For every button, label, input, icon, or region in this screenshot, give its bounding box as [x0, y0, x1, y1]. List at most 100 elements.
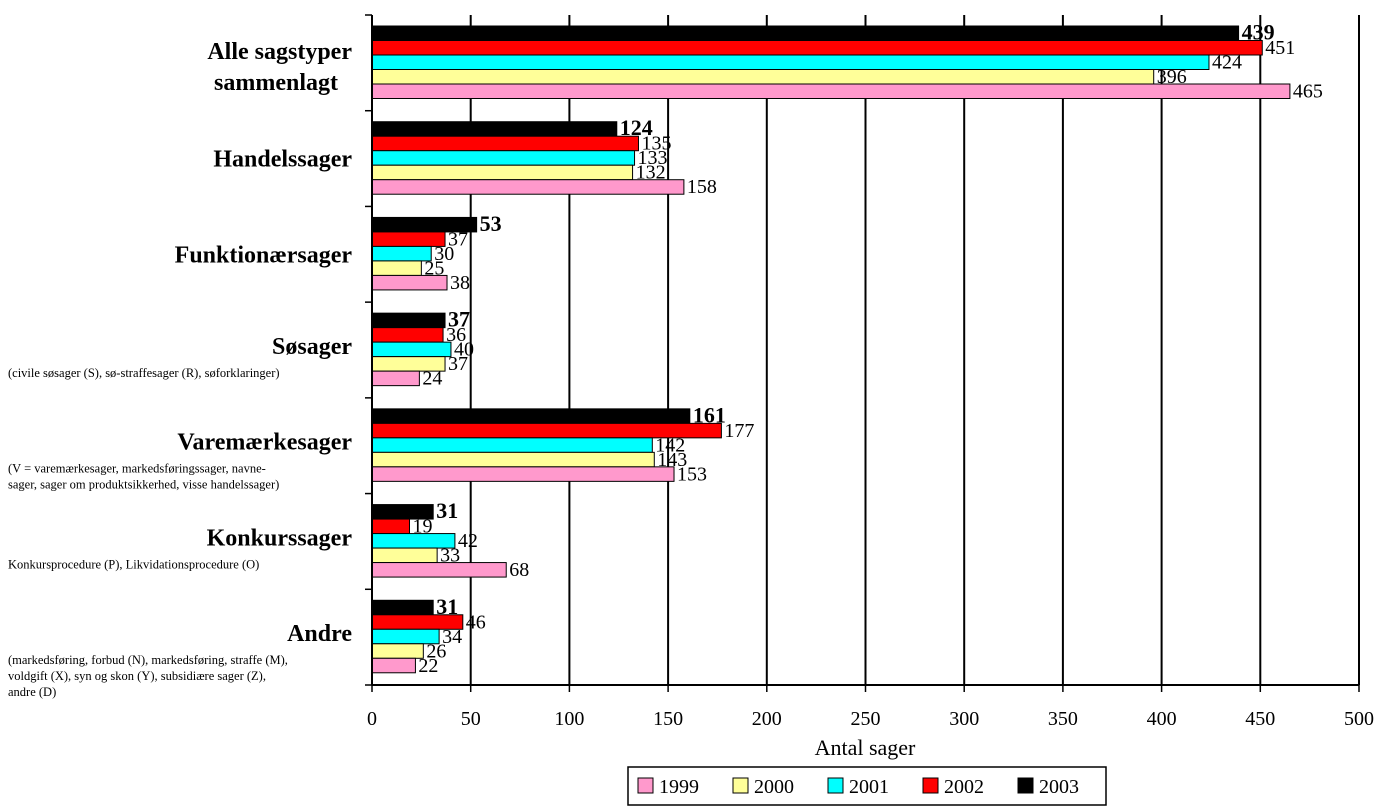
data-label-2001: 34 [442, 626, 462, 648]
legend-swatch-2000 [732, 777, 749, 794]
data-label-1999: 38 [450, 272, 470, 294]
x-tick-label: 0 [367, 708, 377, 730]
category-label: Varemærkesager [177, 430, 352, 456]
data-label-1999: 153 [677, 463, 707, 485]
category-labels: Alle sagstyper sammenlagt Handelssager Funk… [8, 39, 352, 699]
bar-2000-1 [371, 164, 634, 181]
bar-1999-0 [371, 83, 1291, 99]
bar-2001-1 [371, 150, 636, 166]
category-label: sammenlagt [214, 70, 338, 96]
x-tick-label: 50 [461, 708, 481, 730]
x-tick-label: 150 [653, 708, 683, 730]
category-label: Funktionærsager [175, 242, 353, 268]
bar-2000-6 [371, 643, 424, 659]
data-label-2003: 124 [620, 115, 653, 140]
x-tick-label: 350 [1048, 708, 1078, 730]
data-labels: 4394514243964651241351331321585337302538… [413, 20, 1323, 677]
data-label-2003: 161 [693, 402, 726, 427]
data-label-2000: 396 [1157, 66, 1187, 88]
legend: 1999 2000 2001 2002 2003 [627, 766, 1107, 806]
bars [371, 25, 1291, 674]
bar-2000-5 [371, 547, 438, 564]
data-label-1999: 465 [1293, 81, 1323, 103]
category-label: Søsager [272, 334, 352, 360]
legend-label-2002: 2002 [944, 776, 984, 798]
data-label-2002: 135 [641, 133, 671, 155]
category-label: Alle sagstyper [207, 39, 352, 65]
category-sublabel: andre (D) [8, 685, 56, 699]
bar-2001-3 [371, 341, 452, 358]
legend-swatch-2003 [1017, 777, 1034, 794]
category-label: Handelssager [213, 147, 352, 173]
bar-2001-4 [371, 437, 653, 453]
data-label-2001: 40 [454, 339, 474, 361]
data-label-2001: 424 [1212, 52, 1242, 74]
bar-2002-5 [371, 518, 411, 535]
category-sublabel: sager, sager om produktsikkerhed, visse … [8, 478, 279, 492]
bar-2003-6 [371, 599, 434, 616]
data-label-2000: 25 [424, 257, 444, 279]
x-tick-label: 400 [1147, 708, 1177, 730]
bar-2003-1 [371, 121, 618, 137]
legend-label-1999: 1999 [659, 776, 699, 798]
legend-label-2003: 2003 [1039, 776, 1079, 798]
category-sublabel: (civile søsager (S), sø-straffesager (R)… [8, 366, 280, 380]
x-tick-label: 500 [1344, 708, 1374, 730]
data-label-2001: 42 [458, 530, 478, 552]
data-label-2000: 33 [440, 545, 460, 567]
bar-2002-0 [371, 40, 1263, 56]
data-label-2000: 26 [426, 640, 446, 662]
data-label-2003: 53 [480, 211, 502, 236]
data-label-2003: 439 [1242, 20, 1275, 45]
bar-1999-6 [371, 657, 416, 674]
x-tick-label: 100 [554, 708, 584, 730]
x-tick-label: 450 [1245, 708, 1275, 730]
data-label-2000: 143 [657, 449, 687, 471]
bar-2000-4 [371, 451, 655, 468]
bar-2001-0 [371, 54, 1210, 70]
x-axis-title: Antal sager [815, 735, 916, 760]
legend-swatch-2002 [922, 777, 939, 794]
axes: 0 50 100 150 200 250 300 350 400 450 500 [365, 14, 1374, 730]
data-label-1999: 24 [422, 368, 442, 390]
data-label-2003: 37 [448, 307, 470, 332]
category-sublabel: (markedsføring, forbud (N), markedsførin… [8, 653, 288, 667]
data-label-2002: 19 [413, 516, 433, 538]
bar-2003-3 [371, 312, 446, 329]
data-label-2001: 142 [655, 434, 685, 456]
gridlines [371, 15, 1360, 685]
bar-2003-4 [371, 408, 691, 424]
legend-swatch-2001 [827, 777, 844, 794]
bar-2000-2 [371, 260, 422, 276]
x-tick-label: 250 [851, 708, 881, 730]
data-label-2000: 132 [636, 162, 666, 184]
data-label-2002: 451 [1265, 37, 1295, 59]
data-label-2003: 31 [436, 498, 458, 523]
x-tick-label: 300 [949, 708, 979, 730]
category-sublabel: Konkursprocedure (P), Likvidationsproced… [8, 557, 259, 571]
category-sublabel: (V = varemærkesager, markedsføringssager… [8, 462, 266, 476]
bar-1999-5 [371, 562, 507, 578]
bar-2002-1 [371, 135, 639, 152]
data-label-2003: 31 [436, 594, 458, 619]
legend-label-2001: 2001 [849, 776, 889, 798]
data-label-2000: 37 [448, 353, 468, 375]
data-label-2002: 37 [448, 228, 468, 250]
data-label-1999: 158 [687, 176, 717, 198]
data-label-2001: 30 [434, 243, 454, 265]
category-label: Konkurssager [207, 525, 353, 551]
bar-2001-2 [371, 245, 432, 262]
bar-2003-0 [371, 25, 1240, 41]
data-label-2002: 36 [446, 324, 466, 346]
legend-label-2000: 2000 [754, 776, 794, 798]
data-label-1999: 68 [509, 559, 529, 581]
data-label-2002: 177 [724, 420, 754, 442]
bar-1999-3 [371, 370, 420, 387]
legend-swatch-1999 [637, 777, 654, 794]
x-tick-label: 200 [752, 708, 782, 730]
bar-2002-3 [371, 327, 444, 343]
category-sublabel: voldgift (X), syn og skon (Y), subsidiær… [8, 669, 266, 683]
category-label: Andre [287, 621, 352, 647]
data-label-1999: 22 [418, 655, 438, 677]
